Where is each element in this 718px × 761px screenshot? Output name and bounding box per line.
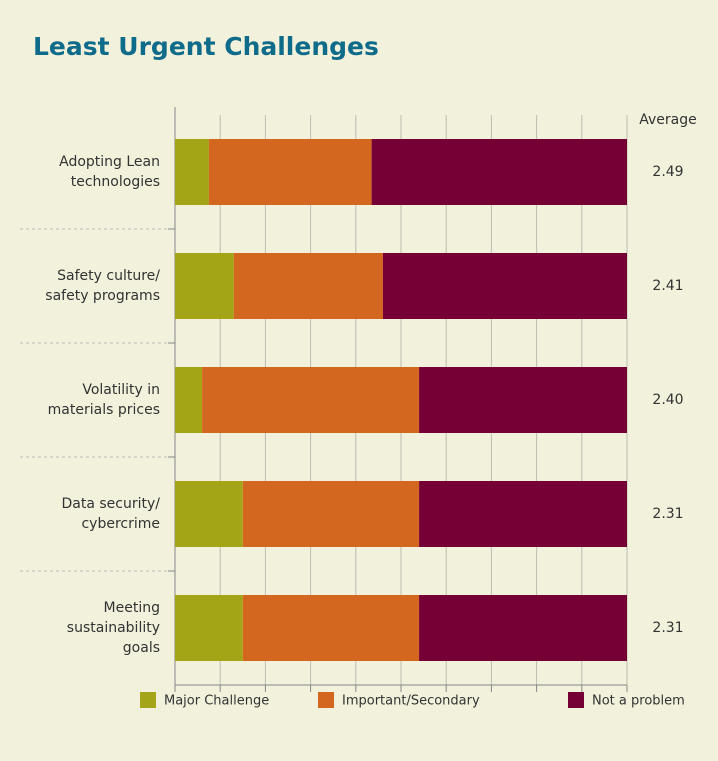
category-label: Volatility in materials prices bbox=[47, 382, 160, 418]
bar-segment bbox=[175, 253, 234, 319]
bar-segment bbox=[382, 253, 627, 319]
bar-segment bbox=[419, 481, 627, 547]
average-value: 2.40 bbox=[652, 392, 683, 408]
bar-segment bbox=[202, 367, 420, 433]
category-label: Safety culture/ safety programs bbox=[45, 268, 160, 304]
bar-segment bbox=[208, 139, 372, 205]
legend-swatch bbox=[140, 692, 156, 708]
average-value: 2.49 bbox=[652, 164, 683, 180]
category-label: Meeting sustainability goals bbox=[66, 600, 160, 656]
legend-label: Not a problem bbox=[592, 694, 685, 709]
category-label: Adopting Lean technologies bbox=[59, 154, 160, 190]
bar-segment bbox=[175, 481, 243, 547]
average-value: 2.41 bbox=[652, 278, 683, 294]
bar-segment bbox=[175, 367, 203, 433]
legend-label: Important/Secondary bbox=[342, 694, 480, 709]
category-label: Data security/ cybercrime bbox=[61, 496, 161, 532]
legend-swatch bbox=[318, 692, 334, 708]
legend-label: Major Challenge bbox=[164, 694, 269, 709]
legend-swatch bbox=[568, 692, 584, 708]
average-value: 2.31 bbox=[652, 620, 683, 636]
bar-segment bbox=[419, 595, 627, 661]
average-header: Average bbox=[639, 112, 697, 128]
bar-segment bbox=[419, 367, 627, 433]
bar-segment bbox=[233, 253, 383, 319]
bar-segment bbox=[242, 595, 420, 661]
chart-title: Least Urgent Challenges bbox=[33, 32, 379, 61]
bar-segment bbox=[175, 595, 243, 661]
bar-segment bbox=[242, 481, 420, 547]
bar-segment bbox=[371, 139, 627, 205]
average-value: 2.31 bbox=[652, 506, 683, 522]
bar-segment bbox=[175, 139, 209, 205]
